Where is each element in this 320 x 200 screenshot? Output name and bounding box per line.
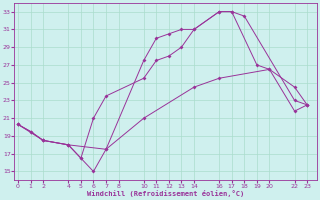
X-axis label: Windchill (Refroidissement éolien,°C): Windchill (Refroidissement éolien,°C) [87, 190, 244, 197]
